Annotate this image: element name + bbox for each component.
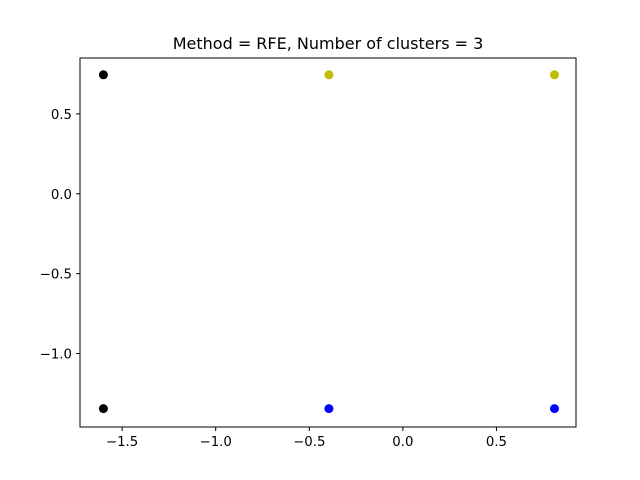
y-axis: 0.5 0.0 −0.5 −1.0	[40, 108, 80, 363]
x-tick-label: 0.5	[486, 435, 507, 450]
scatter-point	[549, 70, 559, 80]
y-tick-label: −0.5	[40, 268, 72, 283]
scatter-point	[98, 404, 108, 414]
scatter-point	[549, 404, 559, 414]
scatter-point	[324, 404, 334, 414]
x-tick-label: −0.5	[293, 435, 325, 450]
y-tick-label: 0.0	[51, 188, 72, 203]
y-tick-label: −1.0	[40, 348, 72, 363]
x-tick-label: −1.5	[106, 435, 138, 450]
x-tick-label: −1.0	[200, 435, 232, 450]
data-points	[98, 70, 559, 414]
scatter-point	[324, 70, 334, 80]
chart-title: Method = RFE, Number of clusters = 3	[173, 34, 484, 53]
x-tick-label: 0.0	[392, 435, 413, 450]
x-axis: −1.5 −1.0 −0.5 0.0 0.5	[106, 427, 507, 450]
scatter-point	[98, 70, 108, 80]
y-tick-label: 0.5	[51, 108, 72, 123]
plot-area	[79, 57, 577, 428]
